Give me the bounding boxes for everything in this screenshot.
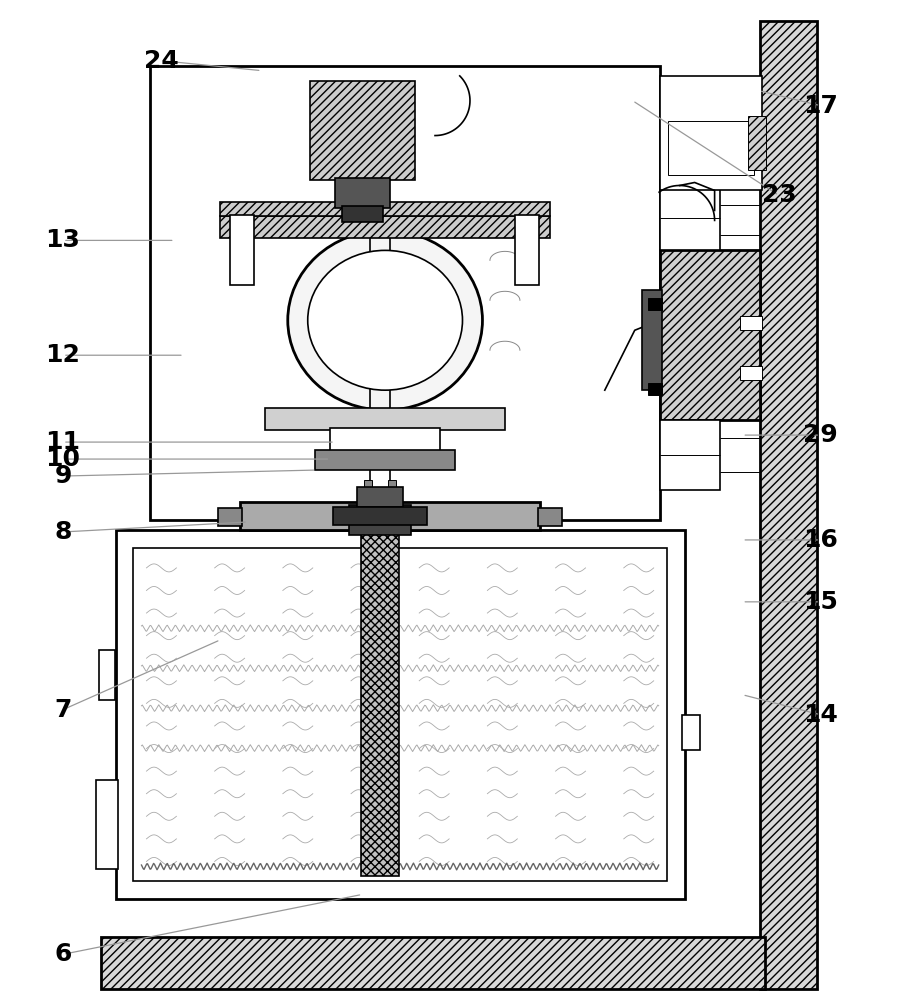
Bar bbox=[342, 206, 383, 222]
Text: 16: 16 bbox=[802, 528, 837, 552]
Bar bbox=[740, 366, 761, 380]
Bar bbox=[349, 505, 411, 535]
Ellipse shape bbox=[288, 230, 482, 410]
Bar bbox=[515, 215, 539, 285]
Text: 10: 10 bbox=[46, 447, 81, 471]
Bar bbox=[681, 715, 700, 750]
Bar bbox=[134, 548, 667, 881]
Bar bbox=[95, 780, 117, 869]
Text: 13: 13 bbox=[46, 228, 81, 252]
Bar bbox=[336, 178, 390, 208]
Text: 24: 24 bbox=[144, 49, 178, 73]
Ellipse shape bbox=[308, 250, 462, 390]
Text: 11: 11 bbox=[46, 430, 81, 454]
Bar bbox=[388, 480, 396, 530]
Bar bbox=[659, 250, 759, 420]
Bar bbox=[642, 290, 662, 390]
Bar bbox=[659, 76, 761, 190]
Bar bbox=[357, 487, 403, 507]
Text: 14: 14 bbox=[802, 703, 837, 727]
Bar bbox=[647, 383, 662, 395]
Bar bbox=[220, 216, 550, 238]
Bar bbox=[740, 316, 761, 330]
Bar bbox=[659, 420, 720, 490]
Text: 8: 8 bbox=[54, 520, 72, 544]
Text: 15: 15 bbox=[802, 590, 837, 614]
Bar bbox=[330, 428, 440, 452]
Text: 6: 6 bbox=[54, 942, 72, 966]
Bar bbox=[659, 180, 720, 250]
Bar bbox=[364, 480, 372, 530]
Bar bbox=[747, 116, 766, 170]
Bar bbox=[668, 121, 754, 175]
Text: 7: 7 bbox=[54, 698, 72, 722]
Bar bbox=[116, 530, 685, 899]
Bar bbox=[361, 505, 399, 876]
Bar bbox=[218, 508, 242, 526]
Bar bbox=[310, 81, 415, 180]
Text: 17: 17 bbox=[802, 94, 837, 118]
Text: 12: 12 bbox=[46, 343, 81, 367]
Bar bbox=[98, 650, 115, 700]
Bar bbox=[759, 21, 817, 989]
Text: 9: 9 bbox=[54, 464, 72, 488]
Bar bbox=[101, 937, 765, 989]
Bar bbox=[315, 450, 455, 470]
Bar bbox=[230, 215, 254, 285]
Bar bbox=[333, 507, 427, 525]
Bar bbox=[240, 502, 540, 530]
Bar bbox=[150, 66, 659, 520]
Text: 23: 23 bbox=[762, 183, 796, 207]
Text: 29: 29 bbox=[802, 423, 837, 447]
Bar bbox=[220, 202, 550, 216]
Bar bbox=[265, 408, 505, 430]
Bar bbox=[647, 298, 662, 310]
Bar bbox=[538, 508, 562, 526]
